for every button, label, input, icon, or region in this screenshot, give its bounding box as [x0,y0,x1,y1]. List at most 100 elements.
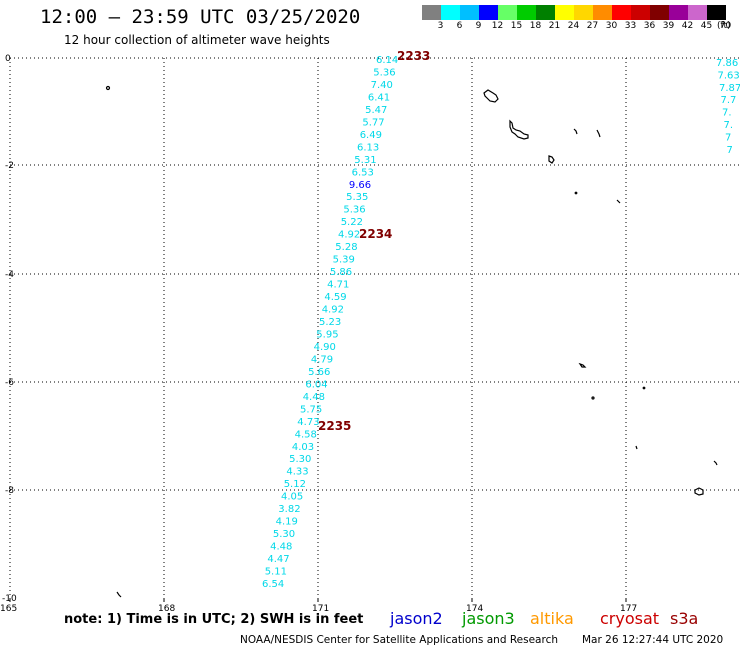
legend-label: 36 [643,21,656,31]
swh-value-label: 5.77 [362,117,384,128]
swh-value-label: 7. [724,120,734,131]
legend-label: 39 [662,21,675,31]
x-tick-label: 165 [0,604,17,614]
swh-value-label: 5.75 [300,404,322,415]
x-tick-label: 177 [620,604,637,614]
swh-value-label: 4.79 [311,354,333,365]
swh-value-label: 4.33 [286,467,308,478]
island-outline [578,362,587,368]
legend-swatch [517,5,536,20]
y-tick-label: -4 [5,270,14,280]
swh-value-label: 5.86 [330,267,352,278]
island-outline [116,591,122,598]
swh-value-label: 7 [727,145,733,156]
swh-value-label: 6.49 [360,130,382,141]
swh-value-label: 6.14 [376,55,398,66]
swh-value-label: 5.22 [341,217,363,228]
map-subtitle: 12 hour collection of altimeter wave hei… [64,33,330,47]
island-outline [642,386,646,390]
legend-label: 9 [475,21,482,31]
swh-value-label: 4.48 [303,392,325,403]
legend-label: 70 [719,21,732,31]
swh-track: 6.145.367.406.415.475.776.496.135.316.53… [262,55,398,590]
legend-label: 42 [681,21,694,31]
swh-value-label: 7.87 [719,83,740,94]
legend-label: 12 [491,21,504,31]
footnote: note: 1) Time is in UTC; 2) SWH is in fe… [64,612,364,627]
swh-track-east: 7.867.637.877.77.7.77 [716,58,740,156]
legend-swatch [441,5,460,20]
swh-value-label: 4.03 [292,442,314,453]
y-tick-label: -6 [5,378,14,388]
y-tick-label: -10 [2,594,17,604]
swh-value-label: 6.41 [368,92,390,103]
island-outline [548,155,555,164]
x-tick-label: 171 [312,604,329,614]
generation-timestamp: Mar 26 12:27:44 UTC 2020 [582,634,724,646]
legend-swatch [555,5,574,20]
legend-label: 18 [529,21,542,31]
legend-label: 15 [510,21,523,31]
swh-value-label: 5.36 [373,68,395,79]
legend-label: 45 [700,21,713,31]
swh-value-label: 5.23 [319,317,341,328]
island-outline [713,460,718,466]
axis-tick-labels: 165 168 171 174 177 0 -2 -4 -6 -8 -10 [0,54,637,614]
swh-value-label: 5.12 [284,479,306,490]
swh-value-label: 5.47 [365,105,387,116]
island-outline [573,128,578,135]
swh-value-label: 7.63 [718,70,740,81]
x-tick-label: 168 [158,604,175,614]
legend-label: 27 [586,21,599,31]
swh-value-label: 5.11 [265,567,287,578]
pass-time-label: 2235 [318,419,351,433]
island-outline [635,445,638,450]
legend-swatch [707,5,726,20]
gridlines [9,57,740,598]
legend-label: 3 [437,21,444,31]
legend-label: 6 [456,21,463,31]
legend-swatch [688,5,707,20]
satellite-jason3: jason3 [462,609,515,628]
swh-value-label: 5.28 [335,242,357,253]
swh-value-label: 4.59 [324,292,346,303]
swh-value-label: 5.39 [333,255,355,266]
swh-value-label: 4.05 [281,492,303,503]
map-title: 12:00 – 23:59 UTC 03/25/2020 [40,6,361,28]
legend-label: 33 [624,21,637,31]
legend-swatch [498,5,517,20]
swh-value-label: 6.04 [305,379,327,390]
satellite-s3a: s3a [670,609,699,628]
swh-value-label: 7 [725,132,731,143]
y-tick-label: 0 [5,54,11,64]
island-outline [591,396,595,400]
swh-value-label: 7. [722,108,732,119]
legend-swatch [593,5,612,20]
island-outline [596,129,601,138]
island-outline [574,191,578,195]
swh-value-label: 5.66 [308,367,330,378]
swh-value-label: 4.19 [276,517,298,528]
satellite-altika: altika [530,609,574,628]
island-outlines [105,85,718,598]
legend-swatch [669,5,688,20]
swh-value-label: 5.30 [289,454,311,465]
legend-swatch [422,5,441,20]
swh-value-label: 3.82 [278,504,300,515]
legend-label: 30 [605,21,618,31]
legend-swatch [460,5,479,20]
swh-value-label: 9.66 [349,180,371,191]
swh-value-label: 5.30 [273,529,295,540]
legend-unit: (ft) [717,21,731,31]
swh-value-label: 7.40 [371,80,393,91]
legend-swatch [479,5,498,20]
legend-swatch [612,5,631,20]
pass-time-label: 2233 [397,49,430,63]
legend-label: 24 [567,21,580,31]
swh-value-label: 4.92 [322,305,344,316]
credit-line: NOAA/NESDIS Center for Satellite Applica… [240,634,558,646]
swh-value-label: 7.7 [721,95,737,106]
satellite-jason2: jason2 [390,609,443,628]
pass-time-label: 2234 [359,227,392,241]
